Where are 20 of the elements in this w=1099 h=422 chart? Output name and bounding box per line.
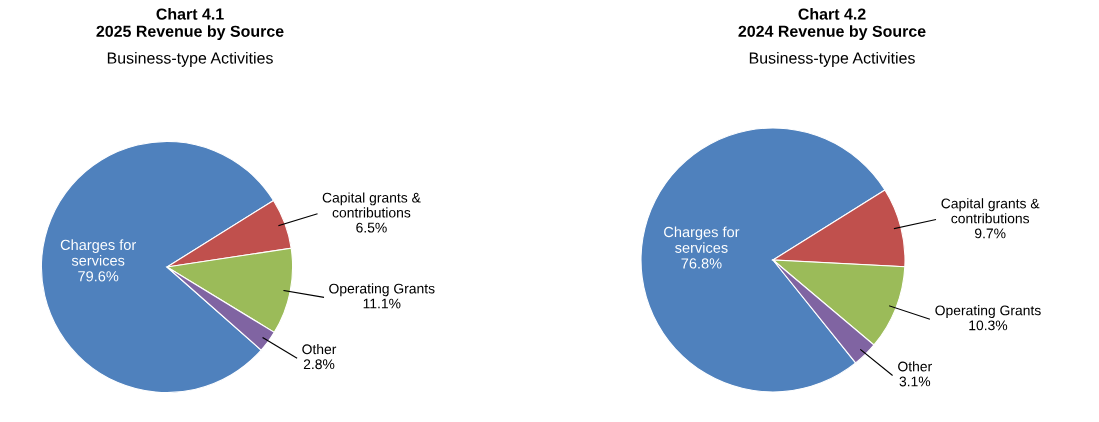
slice-label: Other — [898, 361, 932, 372]
data-label: 11.1% — [363, 298, 401, 309]
chart-title: Chart 4.2 2024 Revenue by Source — [738, 8, 926, 41]
data-label: 9.7% — [975, 228, 1006, 239]
data-label: 79.6% — [78, 271, 119, 282]
slice-label: Charges for services — [60, 239, 137, 266]
data-label: 6.5% — [356, 222, 387, 233]
slice-label: Capital grants & contributions — [941, 198, 1040, 224]
data-label: 76.8% — [681, 258, 722, 269]
data-label: 3.1% — [899, 376, 931, 387]
data-label: 2.8% — [303, 359, 335, 370]
chart-title: Chart 4.1 2025 Revenue by Source — [96, 8, 284, 41]
slice-label: Charges for services — [664, 226, 740, 253]
slice-label: Capital grants & contributions — [322, 192, 421, 218]
slice-label: Operating Grants — [935, 305, 1041, 319]
chart-subtitle: Business-type Activities — [749, 52, 915, 67]
slice-label: Operating Grants — [329, 283, 435, 297]
chart-subtitle: Business-type Activities — [107, 52, 273, 67]
slice-label: Other — [302, 343, 337, 355]
data-label: 10.3% — [969, 320, 1008, 331]
